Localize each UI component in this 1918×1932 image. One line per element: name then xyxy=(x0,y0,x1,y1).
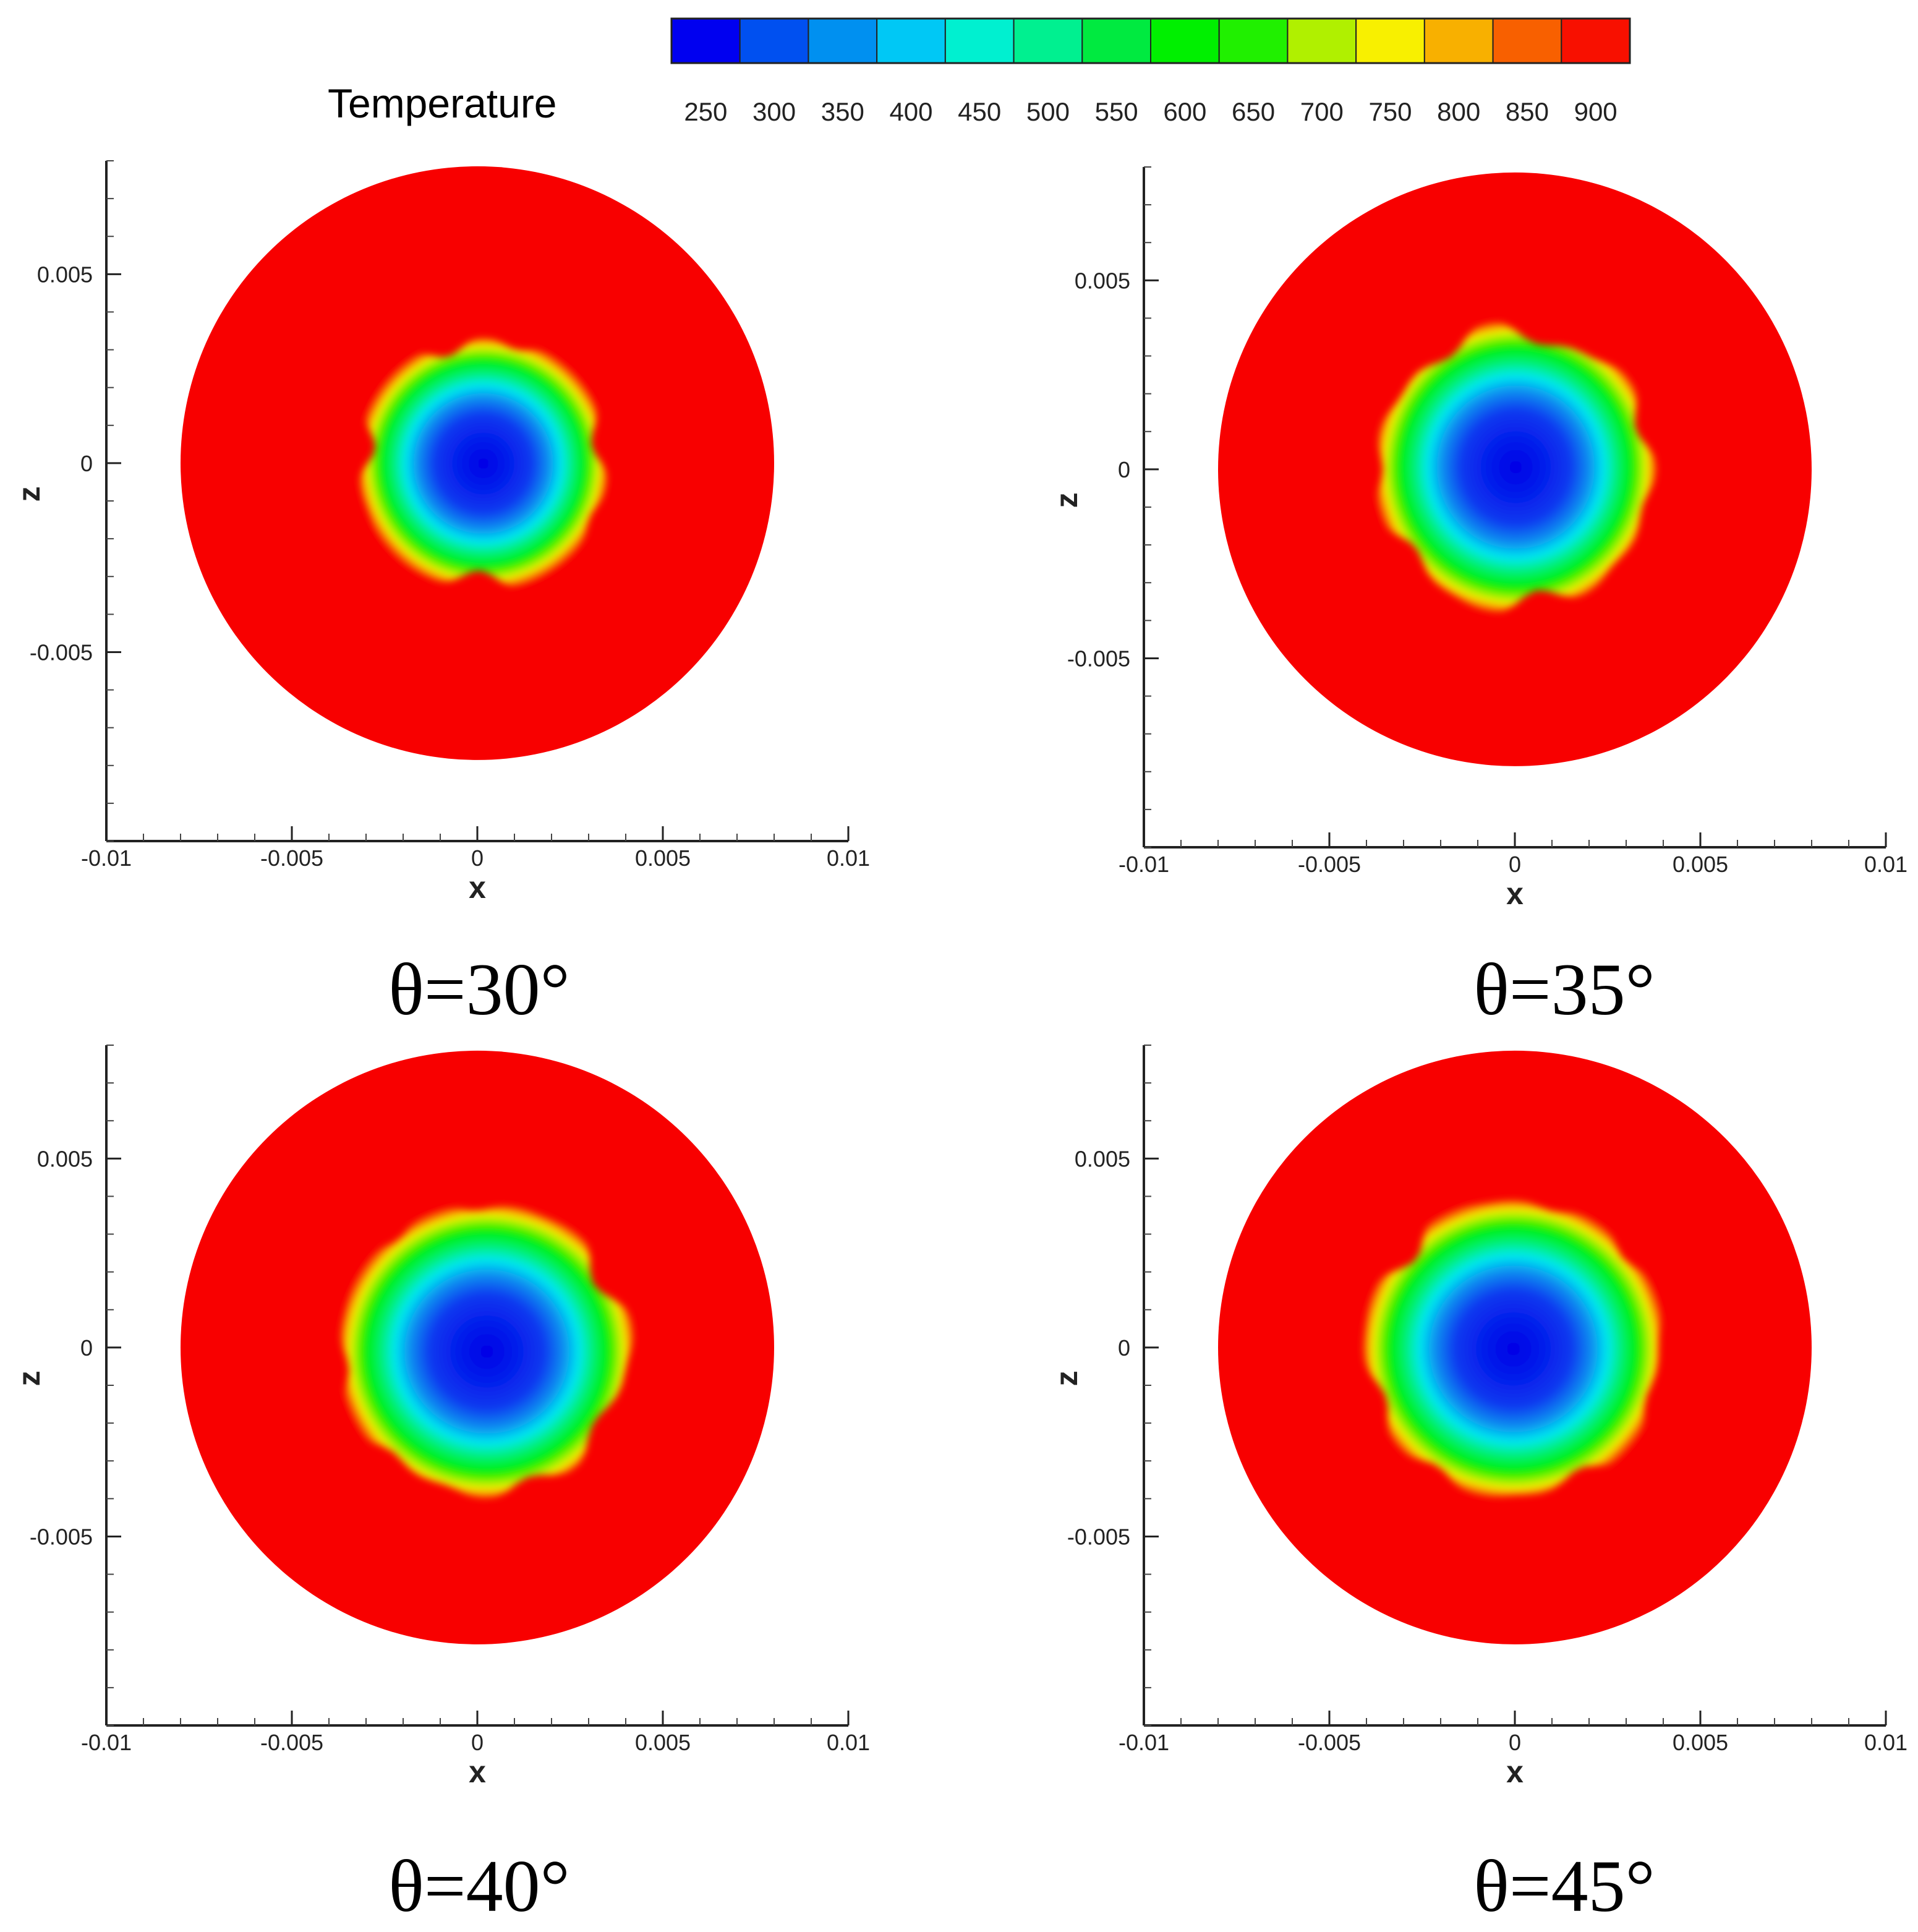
cold-core-region xyxy=(357,336,609,591)
x-tick-label: -0.005 xyxy=(260,845,323,871)
cold-core-region xyxy=(1362,1199,1665,1499)
x-tick-label: 0.01 xyxy=(827,845,870,871)
colorbar-swatch xyxy=(671,18,741,64)
x-tick-label: -0.01 xyxy=(81,1730,132,1755)
y-tick-label: 0 xyxy=(1118,457,1130,482)
colorbar-swatch xyxy=(808,18,878,64)
x-tick-label: 0.01 xyxy=(1864,852,1907,877)
colorbar-tick-label: 500 xyxy=(1026,97,1070,126)
colorbar-tick-label: 350 xyxy=(821,97,864,126)
x-axis-title: x xyxy=(1506,876,1524,911)
x-tick-label: -0.01 xyxy=(81,845,132,871)
colorbar-tick-label: 650 xyxy=(1232,97,1275,126)
colorbar-swatch xyxy=(1287,18,1357,64)
colorbar-swatch xyxy=(1492,18,1562,64)
y-tick-label: 0 xyxy=(80,1335,93,1361)
x-tick-label: -0.005 xyxy=(1298,1730,1361,1755)
y-tick-label: 0.005 xyxy=(1075,1146,1130,1171)
contour-panel: -0.01 -0.005 0 0.005 0.01 -0.005 0 0.005 x z θ=45° xyxy=(1049,1045,1907,1927)
colorbar-tick-label: 300 xyxy=(752,97,796,126)
colorbar-frame xyxy=(670,17,1631,64)
y-tick-label: -0.005 xyxy=(30,639,93,665)
x-axis-title: x xyxy=(469,1755,486,1789)
colorbar-swatches xyxy=(670,17,1631,64)
axes: -0.01 -0.005 0 0.005 0.01 -0.005 0 0.005 xyxy=(1067,166,1907,877)
x-tick-label: 0 xyxy=(471,1730,484,1755)
x-tick-label: -0.005 xyxy=(260,1730,323,1755)
colorbar-tick-label: 550 xyxy=(1095,97,1138,126)
axes: -0.01 -0.005 0 0.005 0.01 -0.005 0 0.005 xyxy=(30,160,870,871)
colorbar-swatch xyxy=(1423,18,1494,64)
axes: -0.01 -0.005 0 0.005 0.01 -0.005 0 0.005 xyxy=(30,1045,870,1755)
y-tick-label: 0.005 xyxy=(1075,268,1130,293)
contour-panel: -0.01 -0.005 0 0.005 0.01 -0.005 0 0.005 x z θ=30° xyxy=(12,160,870,1030)
x-tick-label: 0.01 xyxy=(1864,1730,1907,1755)
x-tick-label: -0.005 xyxy=(1298,852,1361,877)
colorbar-tick-label: 400 xyxy=(889,97,932,126)
panel-caption: θ=45° xyxy=(1473,1845,1655,1927)
colorbar-title: Temperature xyxy=(328,80,557,126)
y-axis-title: z xyxy=(1049,492,1084,508)
colorbar-swatch xyxy=(944,18,1015,64)
colorbar-swatch xyxy=(1013,18,1083,64)
colorbar-tick-label: 250 xyxy=(684,97,727,126)
x-tick-label: 0.005 xyxy=(635,1730,691,1755)
temperature-colorbar: Temperature 250 300 350 400 450 500 550 600 650 7… xyxy=(328,17,1631,126)
colorbar-tick-label: 900 xyxy=(1574,97,1618,126)
x-axis-title: x xyxy=(469,870,486,905)
colorbar-swatch xyxy=(876,18,946,64)
x-tick-label: 0.005 xyxy=(635,845,691,871)
colorbar-swatch xyxy=(1150,18,1220,64)
colorbar-swatch xyxy=(739,18,809,64)
panel-caption: θ=35° xyxy=(1473,948,1655,1030)
colorbar-swatch xyxy=(1355,18,1425,64)
colorbar-tick-label: 700 xyxy=(1300,97,1344,126)
x-tick-label: 0 xyxy=(1509,1730,1521,1755)
x-tick-label: -0.01 xyxy=(1119,852,1169,877)
colorbar-tick-label: 800 xyxy=(1437,97,1480,126)
y-tick-label: 0.005 xyxy=(37,262,93,287)
colorbar-tick-label: 450 xyxy=(958,97,1001,126)
contour-panel: -0.01 -0.005 0 0.005 0.01 -0.005 0 0.005 x z θ=35° xyxy=(1049,166,1907,1030)
x-tick-label: 0.005 xyxy=(1673,852,1728,877)
axes: -0.01 -0.005 0 0.005 0.01 -0.005 0 0.005 xyxy=(1067,1045,1907,1755)
colorbar-swatch xyxy=(1218,18,1289,64)
colorbar-swatch xyxy=(1081,18,1152,64)
y-axis-title: z xyxy=(1049,1370,1084,1386)
panel-caption: θ=40° xyxy=(388,1845,569,1927)
y-tick-label: -0.005 xyxy=(1067,646,1130,671)
y-tick-label: 0 xyxy=(1118,1335,1130,1361)
cold-core-region xyxy=(338,1203,636,1500)
colorbar-tick-label: 750 xyxy=(1368,97,1412,126)
x-tick-label: -0.01 xyxy=(1119,1730,1169,1755)
colorbar-swatch xyxy=(1561,18,1630,64)
x-axis-title: x xyxy=(1506,1755,1524,1789)
x-tick-label: 0.005 xyxy=(1673,1730,1728,1755)
y-tick-label: -0.005 xyxy=(30,1524,93,1549)
x-tick-label: 0.01 xyxy=(827,1730,870,1755)
contour-panel: -0.01 -0.005 0 0.005 0.01 -0.005 0 0.005 x z θ=40° xyxy=(12,1045,870,1927)
colorbar-tick-labels: 250 300 350 400 450 500 550 600 650 700 750 800 850 9… xyxy=(684,97,1617,126)
colorbar-tick-label: 850 xyxy=(1506,97,1549,126)
panel-caption: θ=30° xyxy=(388,948,569,1030)
colorbar-tick-label: 600 xyxy=(1163,97,1206,126)
y-axis-title: z xyxy=(12,1370,46,1386)
y-tick-label: 0.005 xyxy=(37,1146,93,1171)
y-axis-title: z xyxy=(12,486,46,502)
y-tick-label: -0.005 xyxy=(1067,1524,1130,1549)
contour-panels: -0.01 -0.005 0 0.005 0.01 -0.005 0 0.005 x z θ=30°… xyxy=(12,160,1907,1927)
y-tick-label: 0 xyxy=(80,451,93,476)
x-tick-label: 0 xyxy=(471,845,484,871)
cold-core-region xyxy=(1373,320,1658,615)
x-tick-label: 0 xyxy=(1509,852,1521,877)
